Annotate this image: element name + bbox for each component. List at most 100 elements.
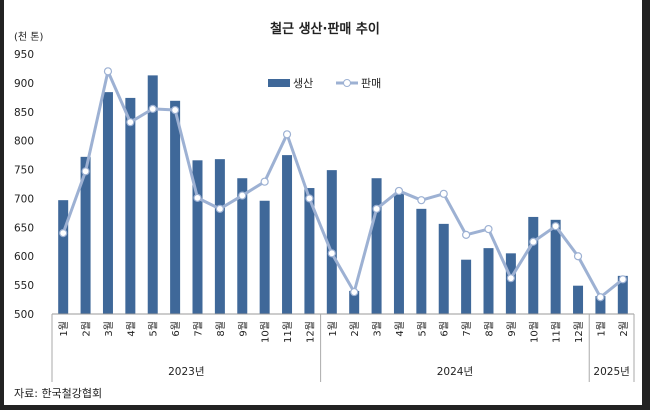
point-sales	[462, 230, 471, 239]
y-tick-label: 500	[14, 309, 34, 321]
bar-production	[125, 97, 136, 315]
bar-production	[416, 208, 427, 314]
bar-production	[259, 200, 270, 314]
bar-production	[58, 200, 69, 314]
bar-production	[483, 248, 494, 314]
point-sales	[596, 293, 605, 302]
x-tick-label: 10월	[260, 321, 272, 343]
x-tick-label: 1월	[595, 321, 607, 337]
x-group-label: 2025년	[593, 366, 629, 378]
legend-label-production: 생산	[293, 77, 313, 90]
y-tick-label: 650	[14, 222, 34, 234]
x-tick-label: 7월	[461, 321, 473, 337]
point-sales	[305, 194, 314, 203]
bar-production	[595, 296, 606, 314]
x-tick-label: 7월	[193, 321, 205, 337]
y-tick-label: 700	[14, 193, 34, 205]
bar-production	[192, 160, 203, 314]
x-tick-label: 12월	[573, 321, 585, 343]
x-tick-label: 6월	[439, 321, 451, 337]
x-tick-label: 6월	[170, 321, 182, 337]
point-sales	[238, 191, 247, 200]
point-sales	[103, 67, 113, 76]
x-tick-label: 1월	[58, 321, 70, 337]
bar-production	[282, 155, 293, 314]
bar-production	[349, 290, 360, 314]
y-tick-label: 950	[14, 49, 34, 61]
bar-production	[528, 216, 539, 314]
bar-production	[550, 219, 561, 314]
x-tick-label: 10월	[528, 321, 540, 343]
bar-production	[573, 285, 584, 314]
bar-production	[237, 178, 248, 314]
point-sales	[551, 222, 560, 231]
point-sales	[260, 177, 269, 186]
bar-production	[102, 92, 113, 314]
x-tick-label: 3월	[103, 321, 115, 337]
point-sales	[59, 229, 68, 238]
point-sales	[372, 204, 381, 213]
point-sales	[171, 105, 180, 115]
point-sales	[394, 186, 404, 196]
point-sales	[529, 237, 538, 246]
bar-production	[371, 178, 382, 314]
bar-production	[304, 188, 315, 314]
y-tick-label: 900	[14, 78, 34, 90]
x-tick-label: 11월	[551, 321, 563, 343]
x-tick-label: 4월	[394, 321, 406, 337]
x-group-label: 2024년	[437, 366, 473, 378]
bar-production	[214, 159, 225, 314]
y-tick-label: 550	[14, 280, 34, 292]
x-tick-label: 8월	[215, 321, 227, 337]
point-sales	[439, 189, 448, 198]
x-tick-label: 5월	[416, 321, 428, 337]
line-sales	[61, 69, 624, 299]
point-sales	[81, 167, 90, 176]
x-tick-label: 2월	[81, 321, 93, 337]
point-sales	[215, 204, 224, 213]
y-axis-unit: (천 톤)	[14, 31, 43, 43]
point-sales	[148, 104, 157, 113]
point-sales	[193, 193, 202, 202]
bar-production	[461, 259, 472, 314]
bar-production	[393, 193, 404, 314]
bar-production	[505, 253, 516, 314]
bar-production	[147, 75, 158, 314]
y-tick-label: 750	[14, 165, 34, 177]
y-tick-label: 800	[14, 136, 34, 148]
y-tick-label: 600	[14, 251, 34, 263]
x-tick-label: 4월	[125, 321, 137, 337]
bar-production	[438, 223, 449, 314]
point-sales	[618, 275, 627, 284]
point-sales	[506, 274, 515, 283]
point-sales	[484, 224, 493, 234]
x-group-label: 2023년	[168, 366, 204, 378]
legend-marker-sales	[343, 79, 351, 87]
y-tick-label: 850	[14, 107, 34, 119]
x-tick-label: 1월	[327, 321, 339, 337]
x-tick-label: 12월	[304, 321, 316, 343]
x-tick-label: 5월	[148, 321, 160, 337]
x-tick-label: 9월	[237, 321, 249, 337]
point-sales	[327, 249, 336, 258]
bar-production	[617, 275, 628, 314]
bar-production	[326, 170, 337, 314]
legend-swatch-production	[268, 79, 290, 87]
x-tick-label: 2월	[349, 321, 361, 337]
x-tick-label: 3월	[372, 321, 384, 337]
x-tick-label: 9월	[506, 321, 518, 337]
point-sales	[126, 118, 135, 127]
x-tick-label: 11월	[282, 321, 294, 343]
point-sales	[573, 252, 583, 261]
bar-production	[80, 156, 91, 314]
source-note: 자료: 한국철강협회	[14, 387, 102, 400]
legend-label-sales: 판매	[361, 77, 381, 90]
point-sales	[417, 196, 426, 205]
point-sales	[350, 287, 359, 297]
x-tick-label: 8월	[484, 321, 496, 337]
chart-title: 철근 생산·판매 추이	[270, 21, 380, 37]
point-sales	[282, 130, 292, 139]
x-tick-label: 2월	[618, 321, 630, 337]
bar-production	[170, 100, 181, 314]
